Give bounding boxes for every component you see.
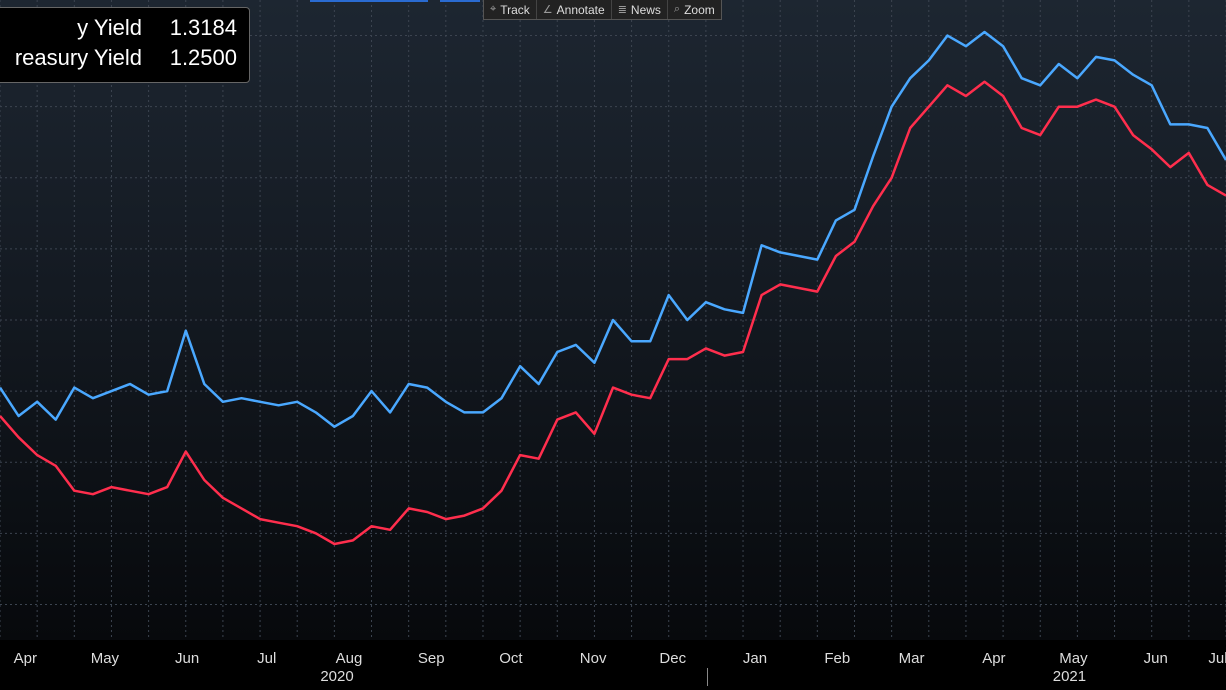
zoom-button[interactable]: ⌕ Zoom: [666, 0, 721, 19]
news-label: News: [630, 2, 661, 17]
x-tick-label: Apr: [13, 650, 37, 667]
x-tick-label: Jul: [1208, 650, 1226, 667]
crosshair-icon: ⌖: [490, 3, 497, 15]
zoom-icon: ⌕: [673, 3, 681, 15]
x-tick-label: Mar: [898, 650, 925, 667]
year-separator: [707, 668, 709, 686]
track-button[interactable]: ⌖ Track: [484, 0, 536, 19]
annotate-label: Annotate: [556, 2, 605, 17]
x-tick-label: Aug: [335, 650, 363, 667]
pencil-icon: ∠: [542, 4, 553, 16]
chart-toolbar: ⌖ Track ∠ Annotate ≣ News ⌕ Zoom: [483, 0, 722, 20]
x-tick-label: Feb: [824, 650, 851, 667]
x-tick-label: Jun: [1143, 650, 1168, 667]
zoom-label: Zoom: [684, 2, 715, 17]
x-tick-label: May: [90, 650, 120, 667]
x-tick-label: Nov: [579, 650, 607, 667]
chart-area[interactable]: [0, 0, 1226, 640]
legend-series-value: 1.2500: [169, 45, 237, 70]
series-line-1[interactable]: [0, 30, 1226, 428]
series-line-2[interactable]: [0, 80, 1226, 546]
x-tick-label: May: [1059, 650, 1088, 667]
x-tick-label: Jan: [742, 650, 768, 667]
top-accent-bar: [310, 0, 428, 2]
x-tick-label: Apr: [982, 650, 1006, 667]
x-tick-label: Jun: [175, 650, 200, 667]
year-label: 2020: [320, 668, 354, 685]
x-tick-label: Jul: [257, 650, 277, 667]
series-legend[interactable]: y Yield 1.3184 reasury Yield 1.2500: [0, 7, 250, 83]
x-tick-label: Oct: [499, 650, 523, 667]
legend-series-value: 1.3184: [169, 15, 237, 40]
news-icon: ≣: [617, 4, 627, 16]
track-label: Track: [500, 2, 530, 17]
line-chart[interactable]: [0, 0, 1226, 640]
top-accent-bar: [440, 0, 480, 2]
news-button[interactable]: ≣ News: [610, 0, 667, 19]
x-tick-label: Sep: [417, 650, 445, 667]
legend-series-name: y Yield: [77, 15, 142, 40]
year-label: 2021: [1052, 668, 1087, 685]
annotate-button[interactable]: ∠ Annotate: [535, 0, 611, 19]
x-tick-label: Dec: [659, 650, 687, 667]
legend-series-name: reasury Yield: [14, 45, 142, 70]
